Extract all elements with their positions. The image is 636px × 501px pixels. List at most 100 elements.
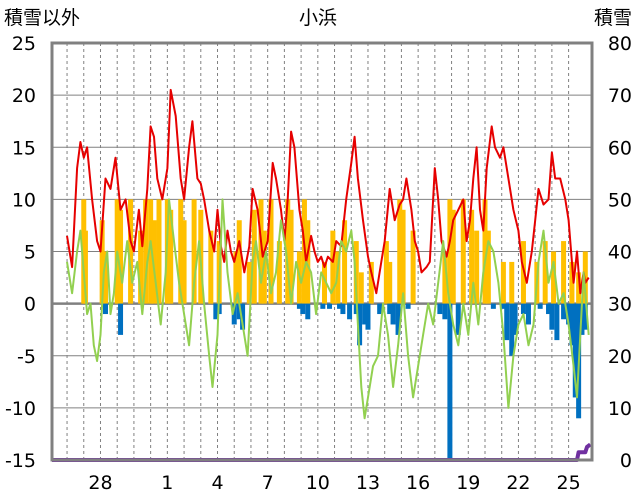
precip-bar	[554, 303, 560, 341]
sunshine-bar	[246, 261, 252, 304]
left-axis-label: 積雪以外	[4, 7, 80, 29]
right-tick-label: 20	[608, 346, 632, 368]
sunshine-bar	[482, 199, 488, 304]
precip-bar	[566, 303, 572, 325]
sunshine-bar	[82, 230, 88, 304]
precip-bar	[347, 303, 353, 320]
sunshine-bar	[143, 199, 149, 304]
precip-bar	[102, 303, 108, 315]
left-tick-label: 10	[12, 189, 36, 211]
sunshine-bar	[368, 261, 374, 304]
sunshine-bar	[509, 261, 515, 304]
left-tick-label: 25	[12, 33, 36, 55]
sunshine-bar	[410, 230, 416, 304]
precip-bar	[296, 303, 302, 309]
sunshine-bar	[397, 199, 403, 304]
precip-bar	[500, 303, 506, 309]
right-tick-label: 50	[608, 189, 632, 211]
sunshine-bar	[485, 230, 491, 304]
left-tick-label: 0	[24, 294, 36, 316]
x-tick-label: 1	[161, 472, 173, 494]
precip-bar	[549, 303, 555, 330]
sunshine-bar	[191, 199, 197, 304]
precip-bar	[377, 303, 383, 315]
precip-bar	[387, 303, 393, 315]
chart-title: 小浜	[299, 7, 337, 29]
x-tick-label: 19	[456, 472, 480, 494]
precip-bar	[582, 303, 588, 330]
sunshine-bar	[102, 251, 108, 304]
left-tick-label: 5	[24, 242, 36, 264]
sunshine-bar	[442, 251, 448, 304]
sunshine-bar	[469, 209, 475, 304]
precip-bar	[546, 303, 552, 315]
sunshine-bar	[148, 199, 154, 304]
precip-bar	[240, 303, 246, 330]
sunshine-bar	[383, 241, 389, 304]
sunshine-bar	[330, 230, 336, 304]
precip-bar	[572, 303, 578, 398]
sunshine-bar	[542, 241, 548, 304]
precip-bar	[395, 303, 401, 335]
precip-bar	[357, 303, 363, 346]
precip-bar	[337, 303, 343, 309]
x-tick-label: 22	[506, 472, 530, 494]
sunshine-bar	[268, 199, 274, 304]
left-tick-label: 15	[12, 137, 36, 159]
precip-bar	[365, 303, 371, 330]
precip-bar	[569, 303, 575, 346]
sunshine-bar	[335, 251, 341, 304]
precip-bar	[509, 303, 515, 356]
sunshine-bar	[551, 251, 557, 304]
sunshine-bar	[460, 199, 466, 304]
precip-bar	[442, 303, 448, 320]
sunshine-bar	[576, 272, 582, 304]
precip-bar	[561, 303, 567, 320]
precip-bar	[390, 303, 396, 325]
x-tick-label: 28	[88, 472, 112, 494]
precip-bar	[300, 303, 306, 315]
precip-bar	[340, 303, 346, 315]
precip-bar	[537, 303, 543, 309]
sunshine-bar	[387, 261, 393, 304]
mean_temp-line	[66, 198, 590, 420]
x-tick-label: 4	[211, 472, 223, 494]
sunshine-bar	[569, 261, 575, 304]
right-tick-label: 10	[608, 398, 632, 420]
precip-bar	[455, 303, 461, 335]
sunshine-bar	[233, 251, 239, 304]
sunshine-bar	[276, 241, 282, 304]
precip-bar	[512, 303, 518, 335]
max_temp-line	[66, 88, 590, 295]
precip-bar	[320, 303, 326, 309]
sunshine-bar	[258, 199, 264, 304]
sunshine-bar	[400, 209, 406, 304]
precip-bar	[236, 303, 242, 320]
precip-bar	[520, 303, 526, 315]
sunshine-bar	[561, 241, 567, 304]
sunshine-bar	[128, 199, 134, 304]
sunshine-bar	[236, 220, 242, 304]
sunshine-bar	[500, 261, 506, 304]
precip-bar	[504, 303, 510, 341]
sunshine-bar	[450, 209, 456, 304]
left-tick-label: -5	[17, 346, 36, 368]
sunshine-bar	[99, 220, 105, 304]
precip-bar	[118, 303, 124, 335]
left-tick-label: -10	[5, 398, 36, 420]
right-tick-label: 30	[608, 294, 632, 316]
sunshine-bar	[322, 261, 328, 304]
sunshine-bar	[342, 220, 348, 304]
plot-frame	[50, 41, 594, 462]
sunshine-bar	[138, 230, 144, 304]
x-tick-label: 16	[406, 472, 430, 494]
sunshine-bar	[305, 220, 311, 304]
right-tick-label: 0	[620, 450, 632, 472]
sunshine-bar	[288, 209, 294, 304]
x-tick-label: 10	[306, 472, 330, 494]
sunshine-bar	[285, 199, 291, 304]
precip-bar	[305, 303, 311, 320]
precip-bar	[525, 303, 531, 325]
